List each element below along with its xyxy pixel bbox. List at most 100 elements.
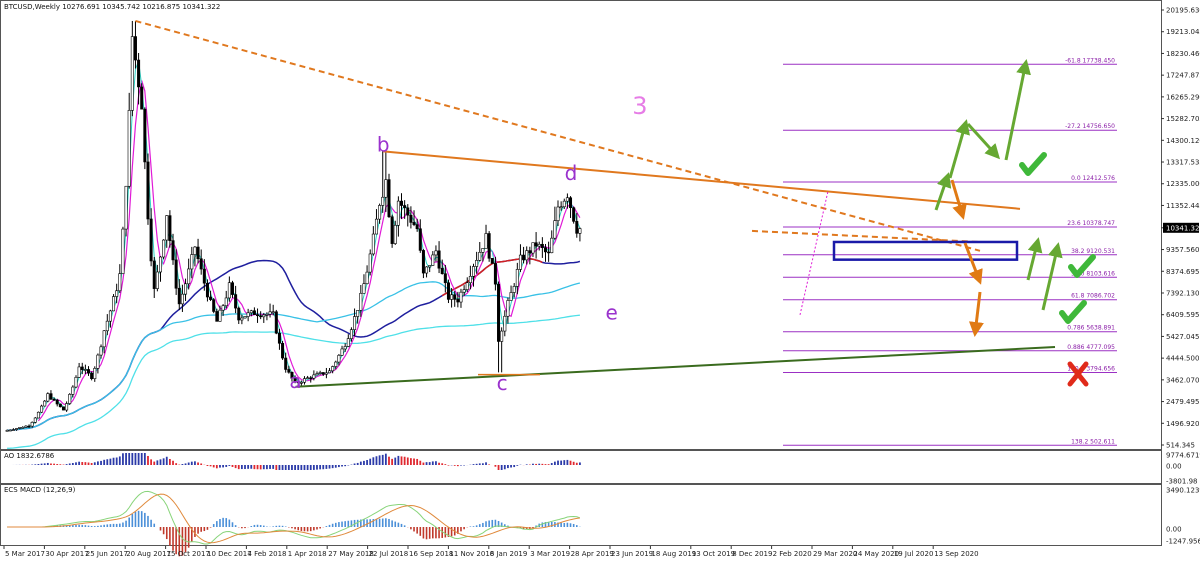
wave-label-3: 3: [632, 92, 647, 120]
candle-body: [312, 374, 316, 379]
candle-body: [362, 283, 366, 294]
date-tick-label: 18 Aug 2019: [651, 550, 696, 558]
candle-body: [55, 399, 59, 405]
candle-body: [249, 310, 253, 314]
candle-body: [506, 300, 510, 317]
candle-body: [415, 224, 419, 230]
scenario-arrow-down-orange: [963, 242, 983, 285]
date-tick-label: 27 May 2018: [328, 550, 374, 558]
candle-body: [77, 366, 81, 378]
candle-body: [431, 254, 435, 266]
date-tick-label: 8 Dec 2019: [732, 550, 772, 558]
candle-body: [108, 310, 112, 322]
candle-body: [553, 220, 557, 239]
fib-level-label: 100.0 3794.656: [1067, 365, 1115, 372]
resistance-box: [832, 240, 1019, 261]
candle-body: [171, 240, 175, 261]
date-tick-label: 2 Feb 2020: [773, 550, 812, 558]
price-tick-label: 16265.290: [1166, 93, 1200, 101]
candle-body: [409, 214, 413, 223]
scenario-arrow-up: [934, 172, 952, 211]
candle-body: [349, 329, 353, 339]
candle-body: [146, 161, 150, 220]
price-tick-label: 12335.000: [1166, 180, 1200, 188]
candle-body: [559, 206, 563, 209]
scenario-arrow-down: [966, 122, 1001, 160]
trendline-upper: [383, 150, 1021, 210]
macd-header: ECS MACD (12,26,9): [4, 486, 76, 494]
candle-body: [71, 386, 75, 395]
candle-body: [256, 314, 260, 317]
price-tick-label: 20195.630: [1166, 7, 1200, 15]
check-mark-icon: [1059, 300, 1087, 324]
candle-body: [522, 254, 526, 261]
candle-body: [462, 289, 466, 293]
candle-body: [130, 36, 134, 111]
candle-body: [509, 292, 513, 301]
candle-body: [284, 357, 288, 370]
macd-signal-line: [7, 493, 580, 544]
candle-body: [543, 247, 547, 253]
macd-axis-label: 0.00: [1166, 526, 1182, 534]
candle-body: [528, 250, 532, 254]
candle-body: [478, 252, 482, 261]
candle-body: [465, 282, 469, 290]
candle-body: [421, 250, 425, 274]
candle-body: [252, 310, 256, 315]
wave-label-a: a: [289, 369, 301, 393]
date-tick-label: 28 Apr 2019: [571, 550, 614, 558]
candle-body: [493, 263, 497, 285]
candle-body: [190, 254, 194, 270]
candle-body: [27, 425, 31, 428]
candle-body: [471, 266, 475, 277]
candle-body: [328, 370, 332, 374]
candle-body: [556, 206, 560, 221]
candle-body: [475, 260, 479, 267]
candle-body: [237, 307, 241, 321]
candle-body: [443, 273, 447, 284]
price-tick-label: 19213.045: [1166, 28, 1200, 36]
candle-body: [155, 271, 159, 289]
candle-body: [540, 243, 544, 248]
ao-header: AO 1832.6786: [4, 452, 55, 460]
candle-body: [434, 250, 438, 256]
candle-body: [337, 354, 341, 363]
price-tick-label: 11352.445: [1166, 202, 1200, 210]
candle-body: [193, 246, 197, 255]
candle-body: [340, 348, 344, 356]
candle-body: [321, 372, 325, 375]
candle-body: [265, 313, 269, 316]
candle-body: [578, 228, 582, 234]
candle-body: [240, 317, 244, 321]
candle-body: [277, 332, 281, 344]
fib-level-label: -27.2 14756.650: [1065, 123, 1115, 130]
candle-body: [537, 243, 541, 247]
check-mark-icon: [1068, 254, 1096, 278]
price-tick-label: 1496.920: [1166, 420, 1199, 428]
macd-axis-label: -1247.95601: [1166, 538, 1200, 546]
current-price-label: 10341.322: [1166, 224, 1200, 232]
fib-level-label: 38.2 9120.531: [1071, 248, 1115, 255]
candle-body: [293, 377, 297, 383]
ao-panel-frame: [0, 450, 1162, 484]
candle-body: [87, 369, 91, 374]
candle-body: [268, 311, 272, 315]
candle-body: [290, 371, 294, 379]
check-mark-icon: [1019, 152, 1047, 176]
candle-body: [40, 405, 44, 413]
candle-body: [21, 427, 25, 429]
candle-body: [18, 427, 22, 429]
candle-body: [425, 266, 429, 274]
scenario-arrow-up: [1041, 242, 1063, 311]
candle-body: [271, 311, 275, 314]
candle-body: [83, 369, 87, 371]
candle-body: [393, 224, 397, 244]
candle-body: [450, 294, 454, 300]
candle-body: [306, 377, 310, 380]
candle-body: [121, 228, 125, 274]
macd-axis-label: 3490.12391: [1166, 487, 1200, 495]
candle-body: [49, 393, 53, 400]
price-tick-label: 15282.705: [1166, 115, 1200, 123]
candle-body: [378, 205, 382, 220]
